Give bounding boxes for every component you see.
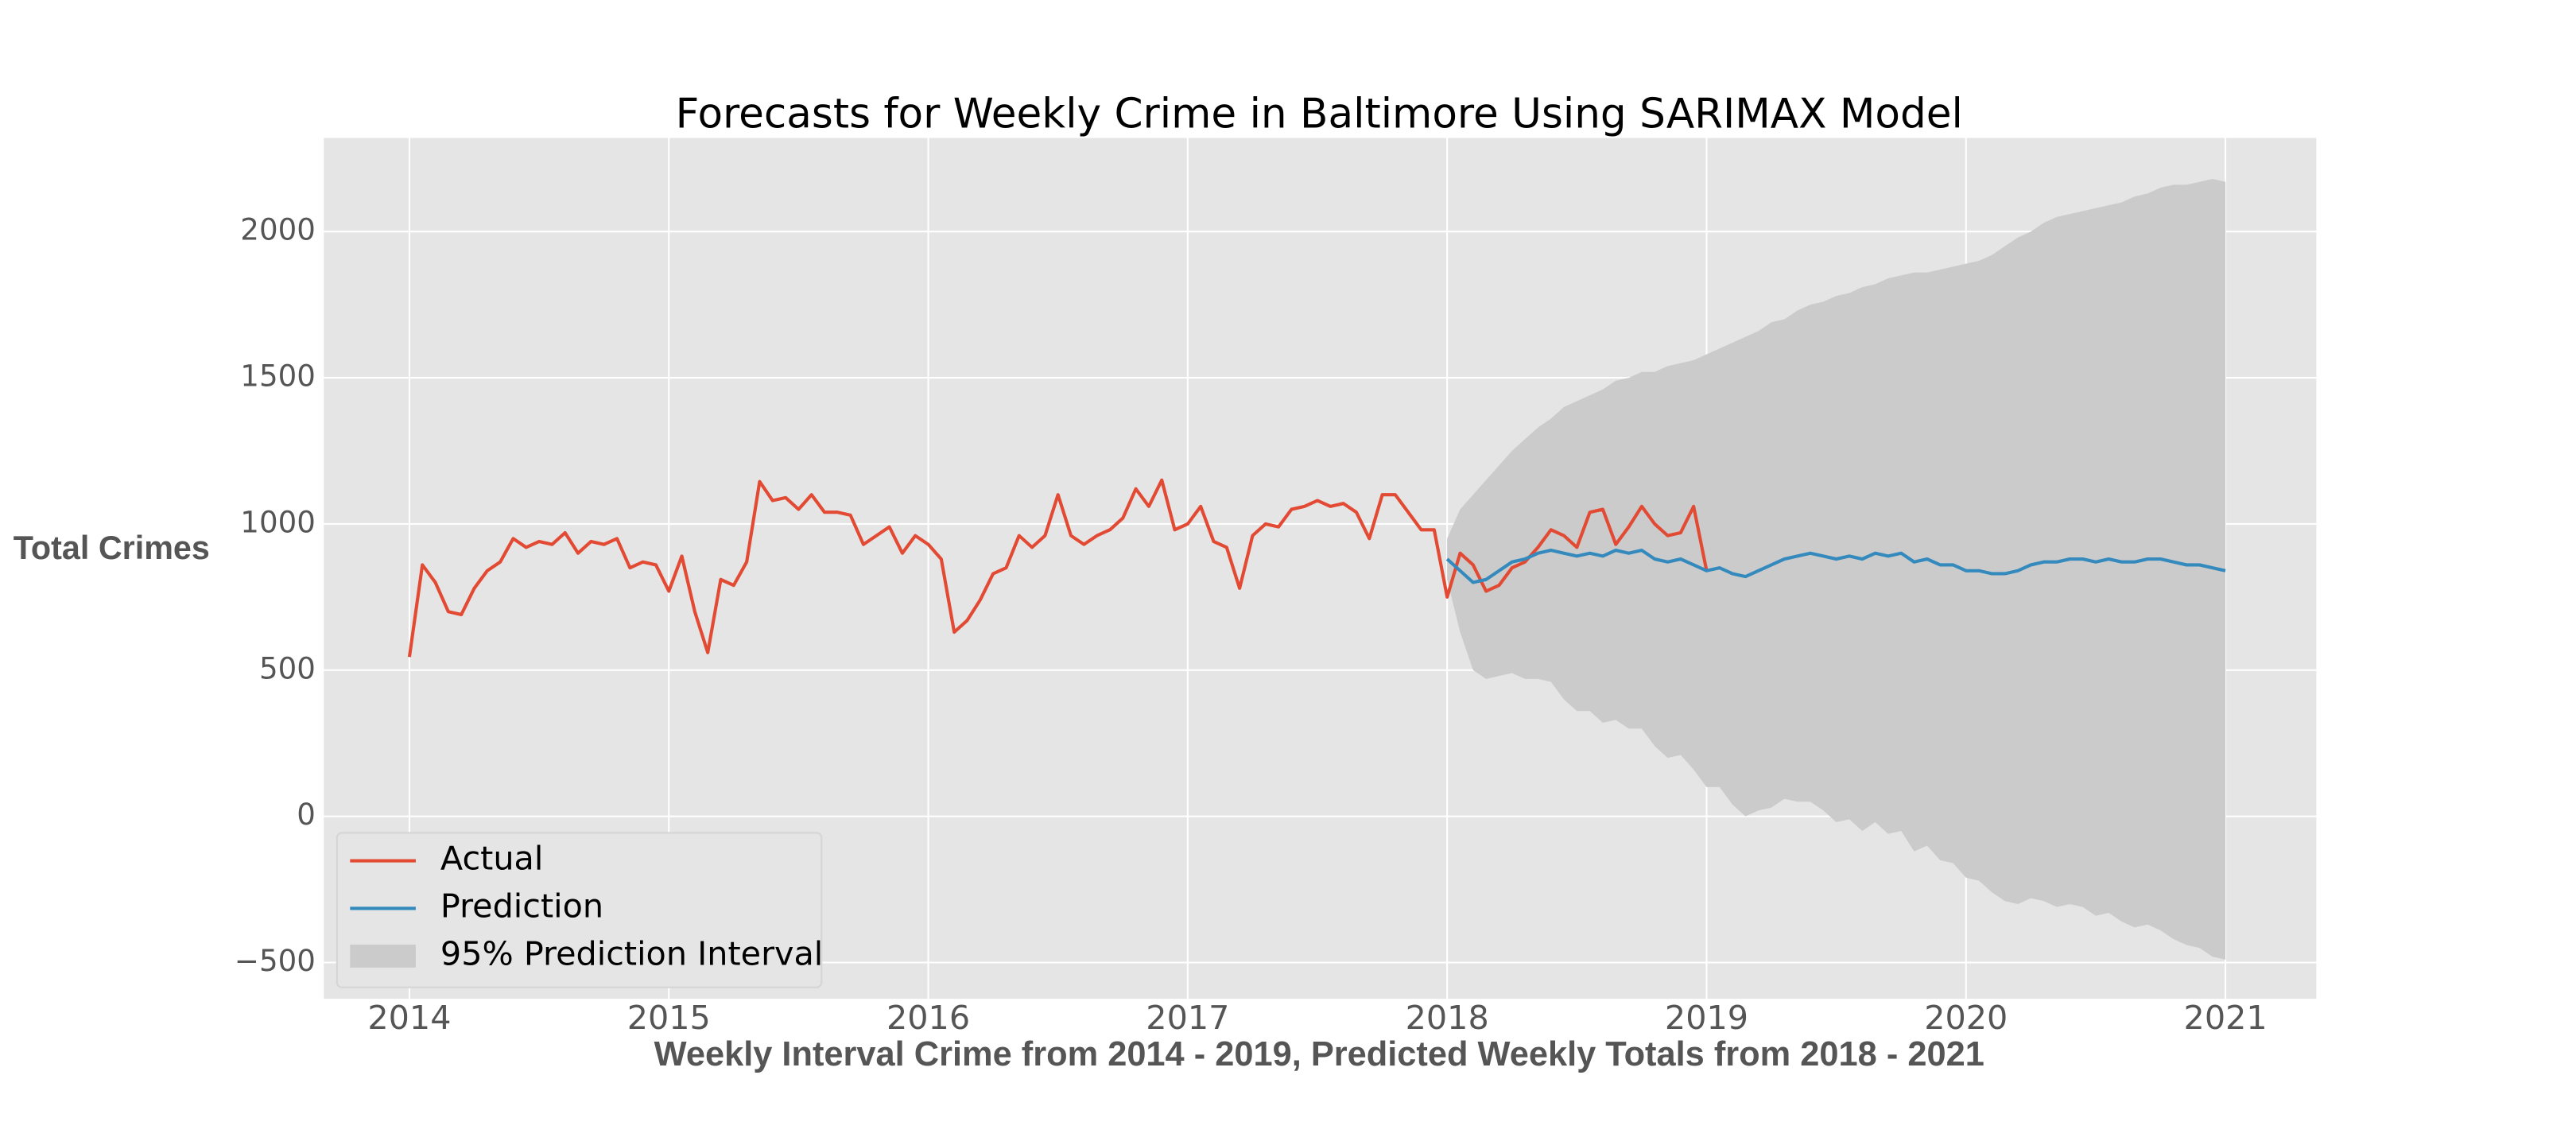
y-tick-label: 500 — [259, 650, 316, 685]
chart-title: Forecasts for Weekly Crime in Baltimore … — [676, 91, 1963, 138]
x-tick-label: 2016 — [886, 999, 970, 1037]
y-tick-label: 0 — [297, 797, 316, 832]
legend-swatch — [350, 944, 416, 968]
x-tick-label: 2019 — [1665, 999, 1748, 1037]
legend-box — [336, 832, 823, 988]
y-tick-label: −500 — [235, 943, 316, 978]
legend-label: Prediction — [440, 887, 603, 925]
series-line — [407, 478, 1709, 658]
x-tick-label: 2020 — [1924, 999, 2008, 1037]
y-tick-label: 1500 — [240, 359, 316, 394]
legend-label: Actual — [440, 840, 543, 878]
y-axis-label: Total Crimes — [14, 530, 210, 566]
x-tick-label: 2014 — [367, 999, 451, 1037]
prediction-interval — [1447, 179, 2226, 960]
y-tick-label: 2000 — [240, 212, 316, 247]
x-axis-label: Weekly Interval Crime from 2014 - 2019, … — [654, 1035, 1984, 1073]
x-tick-label: 2021 — [2184, 999, 2268, 1037]
x-tick-label: 2017 — [1146, 999, 1229, 1037]
series-line — [1445, 548, 2226, 584]
legend-label: 95% Prediction Interval — [440, 934, 823, 972]
y-tick-label: 1000 — [240, 504, 316, 539]
x-tick-label: 2015 — [627, 999, 711, 1037]
legend: Actual Prediction 95% Prediction Interval — [336, 832, 823, 988]
x-tick-label: 2018 — [1406, 999, 1489, 1037]
